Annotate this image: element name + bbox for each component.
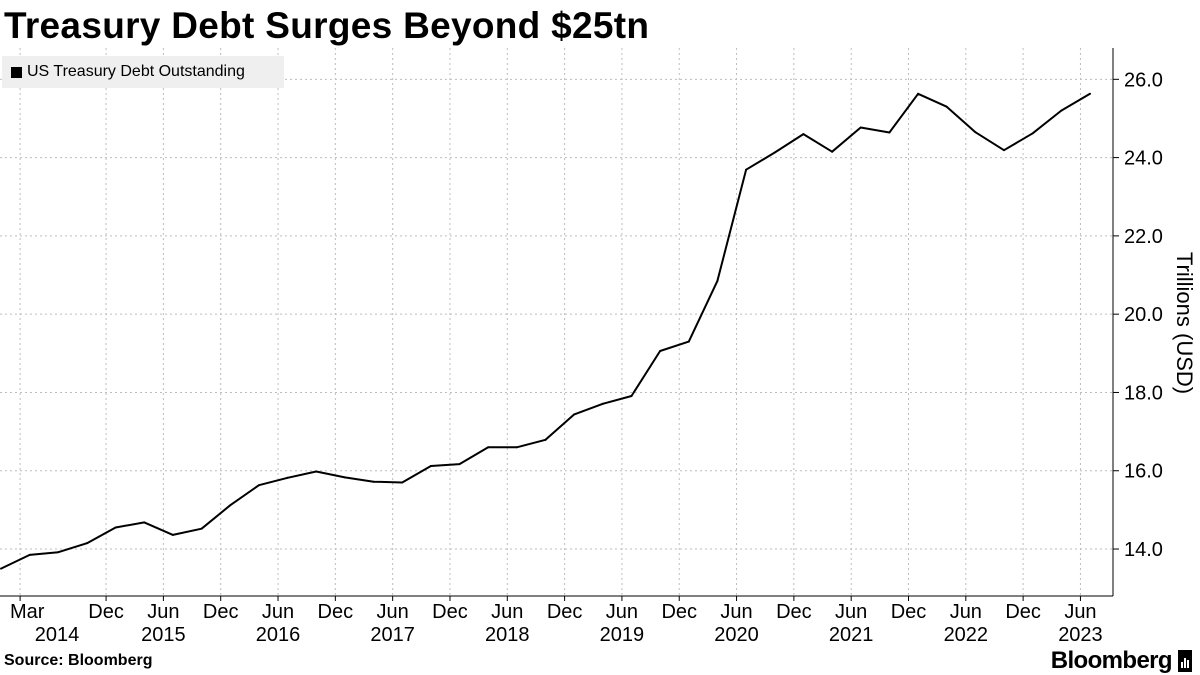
x-tick-month: Dec [661,601,697,623]
gridlines [0,48,1113,596]
data-point [200,527,203,530]
x-tick-month: Jun [377,601,409,623]
x-tick-year: 2016 [256,624,301,646]
source-note: Source: Bloomberg [4,652,153,669]
data-point [286,476,289,479]
x-tick-month: Dec [88,601,124,623]
chart-title: Treasury Debt Surges Beyond $25tn [4,5,650,46]
bar-chart-icon [1178,650,1192,672]
x-tick-year: 2020 [714,624,759,646]
y-tick-label: 22.0 [1124,226,1163,248]
y-tick-label: 24.0 [1124,148,1163,170]
data-point [343,476,346,479]
data-point [515,446,518,449]
data-point [573,413,576,416]
x-tick-month: Dec [776,601,812,623]
data-point [143,521,146,524]
data-point [773,151,776,154]
data-point [458,463,461,466]
x-tick-month: Dec [547,601,583,623]
data-point [974,131,977,134]
data-point [28,553,31,556]
x-tick-month: Dec [432,601,468,623]
brand-logo: Bloomberg [1051,647,1192,675]
x-tick-year: 2015 [141,624,186,646]
x-tick-year: 2023 [1058,624,1103,646]
x-tick-year: 2021 [829,624,874,646]
data-point [57,551,60,554]
data-point [487,446,490,449]
x-tick-month: Jun [606,601,638,623]
data-point [372,480,375,483]
x-tick-month: Jun [950,601,982,623]
x-tick-month: Mar [10,601,45,623]
data-point [114,526,117,529]
data-point [1031,132,1034,135]
x-tick-month: Jun [720,601,752,623]
data-point [831,150,834,153]
y-tick-label: 20.0 [1124,304,1163,326]
y-tick-label: 16.0 [1124,461,1163,483]
y-tick-label: 18.0 [1124,382,1163,404]
data-point [802,133,805,136]
data-point [1089,92,1091,95]
axes [0,48,1119,601]
data-point [401,481,404,484]
data-point [601,402,604,405]
y-tick-labels: 14.0 16.0 18.0 20.0 22.0 24.0 26.0 [1124,69,1163,561]
x-tick-month: Jun [262,601,294,623]
x-tick-month: Dec [203,601,239,623]
y-tick-label: 14.0 [1124,539,1163,561]
x-tick-month: Jun [147,601,179,623]
data-point [687,340,690,343]
data-point [315,470,318,473]
data-point [0,567,2,570]
data-point [429,465,432,468]
data-point [630,394,633,397]
x-tick-month: Dec [891,601,927,623]
x-tick-month: Jun [491,601,523,623]
data-point [257,484,260,487]
x-tick-month: Jun [835,601,867,623]
x-tick-year: 2019 [600,624,645,646]
legend-label: US Treasury Debt Outstanding [27,63,245,80]
data-point [171,533,174,536]
x-tick-year: 2022 [944,624,989,646]
data-point [544,438,547,441]
brand-name: Bloomberg [1050,647,1173,674]
x-tick-year: 2014 [35,624,80,646]
y-axis-title: Trillions (USD) [1172,252,1197,394]
data-point [716,279,719,282]
x-tick-year: 2017 [370,624,415,646]
series-line-us-treasury-debt [0,92,1091,570]
data-point [859,126,862,129]
data-point [888,131,891,134]
legend-swatch [11,66,22,78]
data-point [745,168,748,171]
x-tick-month: Dec [318,601,354,623]
data-point [945,105,948,108]
data-point [1003,149,1006,152]
x-tick-month: Jun [1064,601,1096,623]
data-point [659,349,662,352]
legend: US Treasury Debt Outstanding [2,56,284,88]
data-point [1060,109,1063,112]
y-tick-label: 26.0 [1124,69,1163,91]
data-point [229,504,232,507]
x-tick-month: Dec [1005,601,1041,623]
data-point [85,542,88,545]
x-tick-year: 2018 [485,624,530,646]
data-point [917,92,920,95]
series-layer [0,92,1091,570]
